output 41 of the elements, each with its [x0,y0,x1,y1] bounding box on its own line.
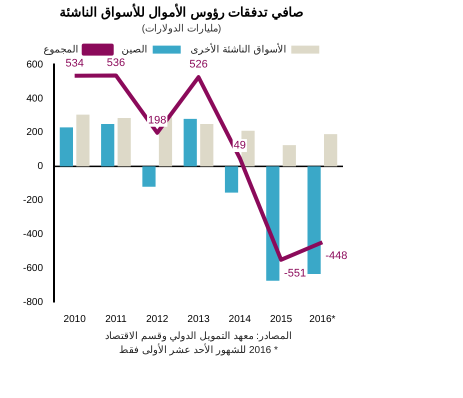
bar [200,124,214,166]
legend-label: المجموع [44,44,79,56]
x-tick-label: 2013 [187,314,210,325]
bar [118,118,131,166]
y-tick-label: 0 [37,161,44,172]
bar [101,124,114,166]
data-label: -448 [325,250,348,262]
chart-subtitle: (مليارات الدولارات) [142,23,222,34]
y-tick-label: 200 [26,127,44,138]
y-tick-label: -600 [23,262,44,274]
data-label: 536 [106,56,126,69]
bar [184,118,197,166]
bar [142,166,156,187]
text: المصادر: معهد التمويل الدولي وقسم الاقتصاد [105,330,292,342]
x-tick-label: 2015 [270,314,293,325]
bar [282,145,296,166]
y-tick-label: -200 [23,195,44,206]
data-label: 49 [234,140,246,152]
data-label: 198 [148,114,166,126]
bar [224,166,238,193]
y-tick-label: 600 [26,59,44,70]
text: * 2016 للشهور الأحد عشر الأولى فقط [119,344,278,356]
y-tick-label: -400 [23,228,44,240]
x-tick-label: 2010 [64,314,86,325]
x-tick-label: 2014 [228,314,252,325]
chart-title: صافي تدفقات رؤوس الأموال للأسواق الناشئة [59,3,304,20]
x-tick-label: 2012 [146,314,169,325]
data-label: 526 [189,58,208,71]
legend-label: الصين [122,44,148,56]
data-label: 534 [65,57,84,70]
bar [60,127,74,166]
legend-label: الأسواق الناشئة الأخرى [190,43,286,56]
x-tick-label: 2011 [105,314,128,325]
bar [324,134,338,166]
x-tick-label: 2016* [309,314,336,325]
bar [266,166,280,281]
bar [307,166,321,274]
data-label: -551 [284,267,306,280]
y-tick-label: 400 [26,93,44,104]
y-tick-label: -800 [23,296,44,308]
bar [76,114,90,166]
